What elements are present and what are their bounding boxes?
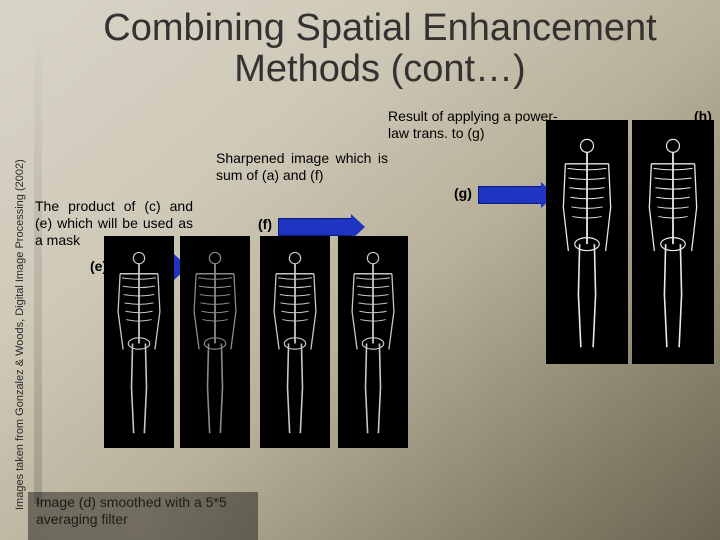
skeleton-image bbox=[260, 236, 330, 448]
slide-title: Combining Spatial Enhancement Methods (c… bbox=[60, 8, 700, 90]
arrow-g bbox=[478, 186, 542, 204]
slide: Combining Spatial Enhancement Methods (c… bbox=[0, 0, 720, 540]
skeleton-image bbox=[180, 236, 250, 448]
skeleton-icon bbox=[264, 240, 327, 439]
skeleton-image bbox=[338, 236, 408, 448]
skeleton-icon bbox=[342, 240, 405, 439]
skeleton-image bbox=[632, 120, 714, 364]
skeleton-icon bbox=[108, 240, 171, 439]
skeleton-icon bbox=[551, 125, 623, 354]
image-bottom-partial bbox=[28, 492, 258, 540]
image-credit: Images taken from Gonzalez & Woods, Digi… bbox=[14, 159, 26, 510]
left-edge-shadow bbox=[34, 24, 42, 504]
caption-sharpened: Sharpened image which is sum of (a) and … bbox=[216, 150, 388, 184]
label-g: (g) bbox=[454, 185, 472, 201]
arrow-f bbox=[278, 218, 352, 236]
caption-powerlaw: Result of applying a power-law trans. to… bbox=[388, 108, 558, 142]
label-f: (f) bbox=[258, 216, 272, 232]
skeleton-icon bbox=[184, 240, 247, 439]
skeleton-icon bbox=[637, 125, 709, 354]
skeleton-image bbox=[546, 120, 628, 364]
skeleton-image bbox=[104, 236, 174, 448]
